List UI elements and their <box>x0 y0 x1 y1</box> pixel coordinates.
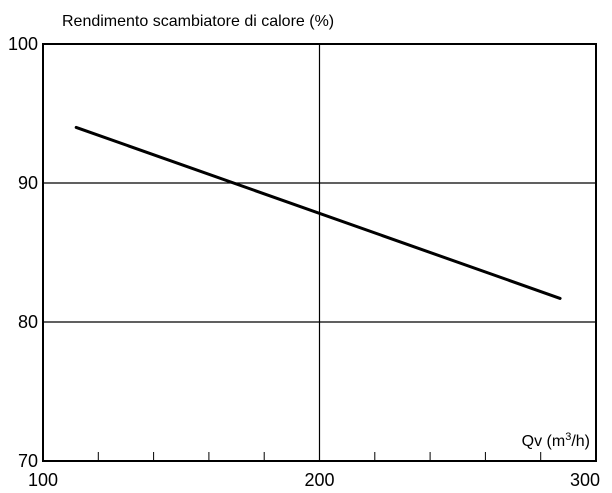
y-tick-label-70: 70 <box>18 451 38 471</box>
y-axis-title: Rendimento scambiatore di calore (%) <box>62 13 334 30</box>
y-tick-label-90: 90 <box>18 173 38 193</box>
x-axis-title: Qv (m3/h) <box>522 431 590 450</box>
grid-layer <box>43 44 596 461</box>
plot-frame <box>42 43 597 462</box>
series-layer <box>74 125 562 300</box>
x-axis-title-sup: 3 <box>565 431 571 443</box>
x-tick-label-200: 200 <box>304 470 334 490</box>
y-tick-label-80: 80 <box>18 312 38 332</box>
series-line-1 <box>74 125 562 300</box>
x-axis-title-tail: /h) <box>571 433 590 450</box>
tick-label-layer: 70 80 90 100 100 200 300 <box>8 34 600 490</box>
x-tick-label-300: 300 <box>570 470 600 490</box>
x-axis-title-main: Qv (m <box>522 433 566 450</box>
x-tick-label-100: 100 <box>28 470 58 490</box>
y-tick-label-100: 100 <box>8 34 38 54</box>
